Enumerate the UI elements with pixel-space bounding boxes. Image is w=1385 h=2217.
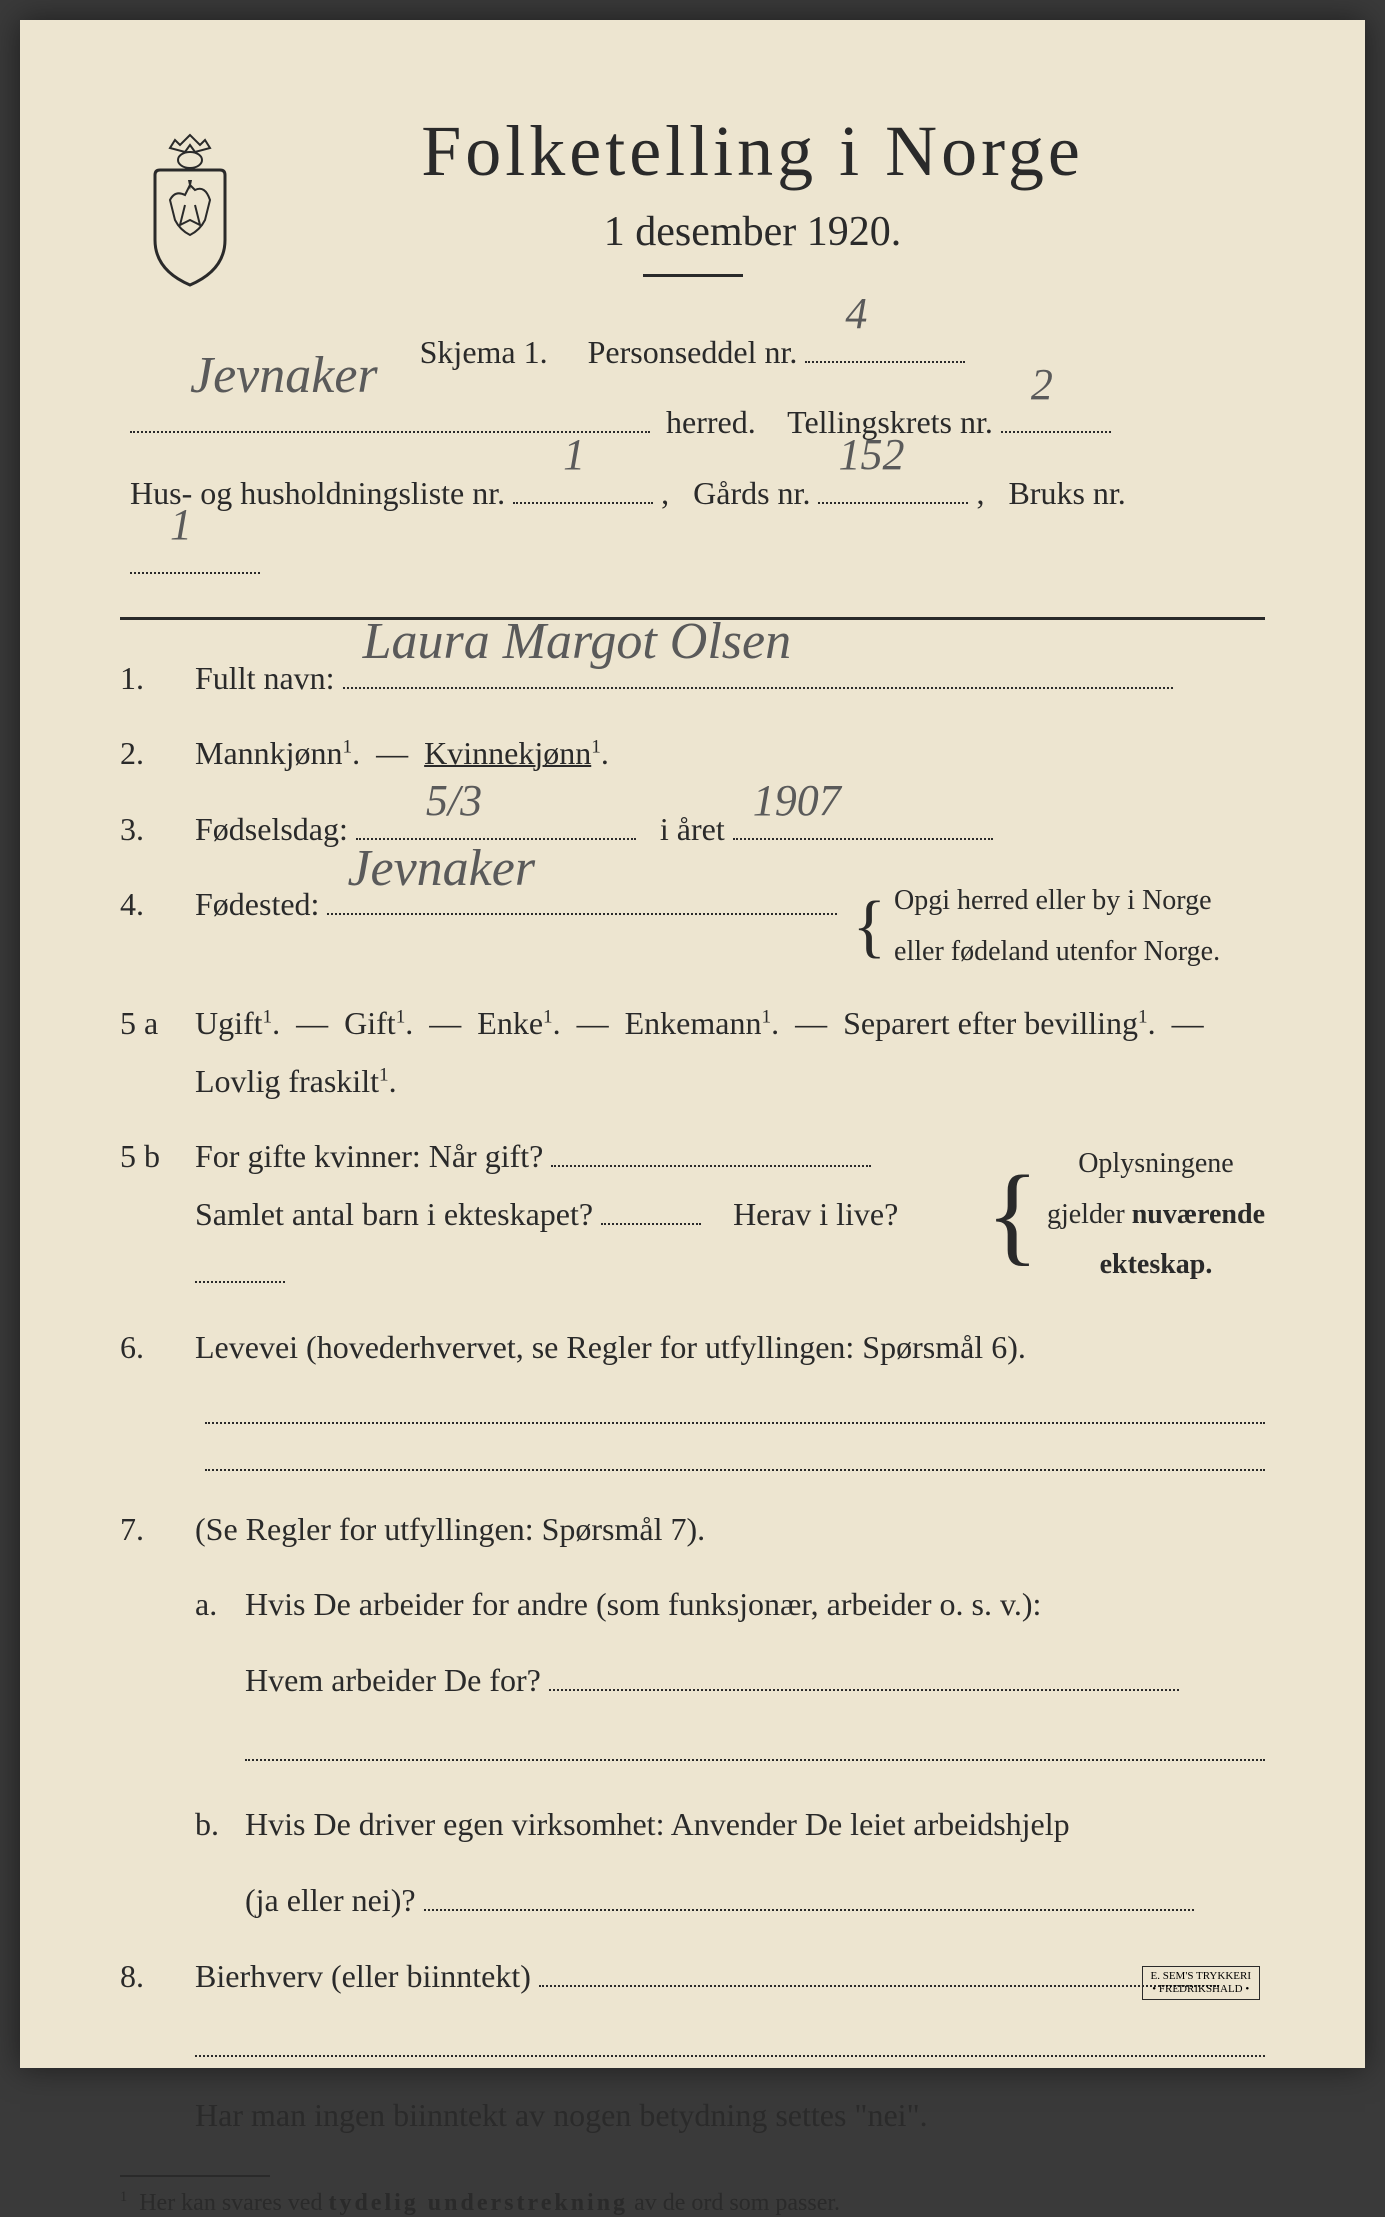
bruks-field: 1 <box>130 536 260 574</box>
husliste-field: 1 <box>513 465 653 503</box>
q3-year-label: i året <box>660 811 725 847</box>
q2-num: 2. <box>120 725 195 783</box>
q7b-line2: (ja eller nei)? <box>245 1882 416 1918</box>
gards-label: Gårds nr. <box>693 475 810 511</box>
tellingskrets-value: 2 <box>1031 337 1053 434</box>
q5b-live-field <box>195 1244 285 1282</box>
q8-blank-line <box>195 2055 1265 2057</box>
q4-note1: Opgi herred eller by i Norge <box>894 876 1220 926</box>
q5a-separert: Separert efter bevilling <box>843 1005 1138 1041</box>
brace-icon: { <box>986 1187 1039 1242</box>
q5a-enkemann: Enkemann <box>625 1005 762 1041</box>
herred-line: Jevnaker herred. Tellingskrets nr. 2 <box>130 387 1255 457</box>
question-5a: 5 a Ugift1. — Gift1. — Enke1. — Enkemann… <box>120 995 1265 1110</box>
q8-num: 8. <box>120 1948 195 2145</box>
q2-mann: Mannkjønn <box>195 735 343 771</box>
q3-year-value: 1907 <box>753 761 841 840</box>
q5b-note1: Oplysningene <box>1047 1139 1265 1189</box>
question-6: 6. Levevei (hovederhvervet, se Regler fo… <box>120 1319 1265 1377</box>
footnote-divider <box>120 2175 270 2177</box>
printer-stamp: E. SEM'S TRYKKERI • FREDRIKSHALD • <box>1142 1966 1261 2000</box>
skjema-label: Skjema 1. <box>420 334 548 370</box>
q7a-letter: a. <box>195 1576 245 1771</box>
personseddel-value: 4 <box>845 266 867 363</box>
husliste-line: Hus- og husholdningsliste nr. 1 , Gårds … <box>130 458 1255 599</box>
census-form-page: Folketelling i Norge 1 desember 1920. Sk… <box>20 20 1365 2068</box>
q1-value: Laura Margot Olsen <box>363 595 792 689</box>
q5b-line2a: Samlet antal barn i ekteskapet? <box>195 1196 593 1232</box>
form-title: Folketelling i Norge <box>240 110 1265 193</box>
q8-field <box>539 1948 1219 1986</box>
q4-label: Fødested: <box>195 886 319 922</box>
q6-text: Levevei (hovederhvervet, se Regler for u… <box>195 1319 1265 1377</box>
q7-num: 7. <box>120 1501 195 1930</box>
stamp-line1: E. SEM'S TRYKKERI <box>1151 1970 1252 1983</box>
q7a-blank-line <box>245 1759 1265 1761</box>
q1-label: Fullt navn: <box>195 660 335 696</box>
gards-field: 152 <box>818 465 968 503</box>
q7b-letter: b. <box>195 1796 245 1929</box>
question-3: 3. Fødselsdag: 5/3 i året 1907 <box>120 801 1265 859</box>
q3-label: Fødselsdag: <box>195 811 348 847</box>
q5b-num: 5 b <box>120 1128 195 1301</box>
brace-icon: { <box>852 909 886 944</box>
q3-year-field: 1907 <box>733 801 993 839</box>
q4-num: 4. <box>120 876 195 977</box>
q5b-gift-field <box>551 1129 871 1167</box>
q7a-line2: Hvem arbeider De for? <box>245 1662 541 1698</box>
q5b-note3: ekteskap. <box>1100 1249 1213 1280</box>
q4-note: Opgi herred eller by i Norge eller fødel… <box>894 876 1220 977</box>
q7a-field <box>549 1652 1179 1690</box>
herred-label: herred. <box>666 404 756 440</box>
q5a-fraskilt: Lovlig fraskilt <box>195 1063 379 1099</box>
personseddel-field: 4 <box>805 325 965 363</box>
q5a-gift: Gift <box>344 1005 396 1041</box>
q6-blank-line1 <box>205 1422 1265 1424</box>
bruks-label: Bruks nr. <box>1008 475 1125 511</box>
tellingskrets-field: 2 <box>1001 395 1111 433</box>
q8-label: Bierhverv (eller biinntekt) <box>195 1958 531 1994</box>
q5b-barn-field <box>601 1187 701 1225</box>
q1-field: Laura Margot Olsen <box>343 650 1173 688</box>
q1-num: 1. <box>120 650 195 708</box>
question-1: 1. Fullt navn: Laura Margot Olsen <box>120 650 1265 708</box>
bruks-value: 1 <box>170 477 192 574</box>
form-subtitle: 1 desember 1920. <box>240 208 1265 256</box>
question-5b: 5 b For gifte kvinner: Når gift? Samlet … <box>120 1128 1265 1301</box>
q5a-num: 5 a <box>120 995 195 1110</box>
husliste-value: 1 <box>563 407 585 504</box>
q6-blank-line2 <box>205 1469 1265 1471</box>
question-2: 2. Mannkjønn1. — Kvinnekjønn1. <box>120 725 1265 783</box>
gards-value: 152 <box>838 407 904 504</box>
q5b-note: Oplysningene gjelder nuværende ekteskap. <box>1047 1139 1265 1290</box>
q8-note: Har man ingen biinntekt av nogen betydni… <box>195 2087 1265 2145</box>
coat-of-arms-icon <box>130 130 250 290</box>
q7b-field <box>424 1873 1194 1911</box>
q4-note2: eller fødeland utenfor Norge. <box>894 927 1220 977</box>
herred-value: Jevnaker <box>190 319 378 433</box>
title-divider <box>643 274 743 277</box>
stamp-line2: • FREDRIKSHALD • <box>1151 1983 1252 1996</box>
question-8: 8. Bierhverv (eller biinntekt) Har man i… <box>120 1948 1265 2145</box>
q7-intro: (Se Regler for utfyllingen: Spørsmål 7). <box>195 1501 1265 1559</box>
footnote-num: 1 <box>120 2189 127 2205</box>
q4-field: Jevnaker <box>327 877 837 915</box>
footnote: 1 Her kan svares ved tydelig understrekn… <box>120 2189 1265 2217</box>
q5a-enke: Enke <box>477 1005 543 1041</box>
q6-num: 6. <box>120 1319 195 1377</box>
q7b-line1: Hvis De driver egen virksomhet: Anvender… <box>245 1796 1265 1854</box>
q5b-line1: For gifte kvinner: Når gift? <box>195 1138 543 1174</box>
q5b-line2b: Herav i live? <box>733 1196 898 1232</box>
question-4: 4. Fødested: Jevnaker { Opgi herred elle… <box>120 876 1265 977</box>
personseddel-label: Personseddel nr. <box>588 334 798 370</box>
q4-value: Jevnaker <box>347 822 535 916</box>
q3-num: 3. <box>120 801 195 859</box>
q2-dash: — <box>376 735 408 771</box>
question-7: 7. (Se Regler for utfyllingen: Spørsmål … <box>120 1501 1265 1930</box>
q5a-ugift: Ugift <box>195 1005 263 1041</box>
q7a-line1: Hvis De arbeider for andre (som funksjon… <box>245 1576 1265 1634</box>
form-header: Folketelling i Norge 1 desember 1920. <box>120 110 1265 277</box>
